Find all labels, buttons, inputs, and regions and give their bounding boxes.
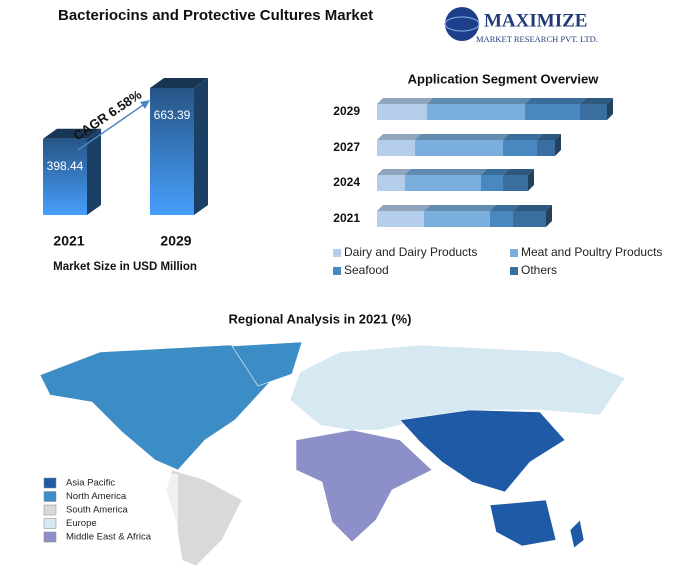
logo-orbit: [444, 16, 480, 32]
bar-segment: [481, 175, 503, 191]
bar-segment: [377, 211, 424, 227]
y-tick-label: 2029: [333, 104, 360, 118]
legend-label: Seafood: [344, 263, 389, 277]
segment-top: [424, 205, 496, 211]
legend-swatch: [333, 249, 341, 257]
segment-top: [377, 98, 433, 104]
value-label: 398.44: [47, 159, 84, 173]
legend-label: Dairy and Dairy Products: [344, 245, 477, 259]
bar: [43, 138, 87, 215]
map-region: [295, 429, 433, 543]
cagr-arrow: [77, 102, 147, 151]
legend-label: Middle East & Africa: [66, 532, 152, 543]
bar-side: [87, 128, 101, 215]
bar-segment: [427, 104, 525, 120]
legend-box: [38, 474, 178, 546]
segment-top: [377, 169, 411, 175]
bar-segment: [424, 211, 490, 227]
bar-segment: [490, 211, 513, 227]
segment-top: [481, 169, 509, 175]
legend-swatch: [43, 531, 57, 543]
segment-top: [580, 98, 613, 104]
bar-side: [194, 78, 208, 215]
y-tick-label: 2024: [333, 175, 360, 189]
segment-top: [427, 98, 531, 104]
legend-swatch: [43, 518, 57, 529]
legend-label: South America: [66, 505, 128, 516]
chart-title: Application Segment Overview: [408, 71, 600, 86]
segment-top: [377, 205, 430, 211]
chart-title: Regional Analysis in 2021 (%): [228, 311, 411, 326]
logo: MAXIMIZE MARKET RESEARCH PVT. LTD.: [444, 7, 598, 44]
bar-segment: [525, 104, 580, 120]
y-tick-label: 2021: [333, 211, 360, 225]
segment-top: [537, 134, 561, 140]
legend-label: North America: [66, 491, 127, 502]
map-region: [399, 409, 566, 493]
bar-side: [528, 169, 534, 191]
bar-side: [607, 98, 613, 120]
bar-segment: [503, 140, 537, 156]
y-tick-label: 2027: [333, 140, 360, 154]
bar-side: [546, 205, 552, 227]
logo-subtitle: MARKET RESEARCH PVT. LTD.: [476, 34, 598, 44]
bar-segment: [377, 104, 427, 120]
segment-top: [405, 169, 487, 175]
map-region: [39, 344, 291, 471]
bar-segment: [580, 104, 607, 120]
legend-label: Europe: [66, 518, 97, 529]
axis-title: Market Size in USD Million: [53, 261, 197, 273]
x-tick-label: 2029: [160, 233, 191, 249]
segment-top: [525, 98, 586, 104]
segment-top: [503, 134, 543, 140]
map-region: [231, 341, 303, 387]
bar-segment: [415, 140, 503, 156]
page-title: Bacteriocins and Protective Cultures Mar…: [58, 7, 373, 24]
bar-segment: [503, 175, 528, 191]
logo-name: MAXIMIZE: [484, 10, 587, 31]
logo-globe: [445, 7, 479, 41]
legend-label: Meat and Poultry Products: [521, 245, 662, 259]
world-map: [39, 341, 626, 567]
cagr-arrowhead: [140, 100, 150, 109]
bar-segment: [537, 140, 555, 156]
bar-segment: [513, 211, 546, 227]
legend-label: Asia Pacific: [66, 478, 115, 489]
bar-top: [43, 128, 101, 139]
annotation: CAGR 6.58%: [71, 87, 145, 144]
segment-top: [377, 134, 421, 140]
legend-swatch: [510, 249, 518, 257]
value-label: 663.39: [154, 108, 191, 122]
bar-side: [555, 134, 561, 156]
segment-top: [503, 169, 534, 175]
map-region: [569, 519, 585, 549]
segment-top: [513, 205, 552, 211]
legend-swatch: [43, 477, 57, 489]
segment-top: [415, 134, 509, 140]
legend-swatch: [333, 267, 341, 275]
x-tick-label: 2021: [53, 233, 84, 249]
map-region: [289, 344, 626, 431]
bar-segment: [377, 140, 415, 156]
legend-swatch: [43, 504, 57, 516]
bar: [150, 88, 194, 215]
bar-top: [150, 78, 208, 88]
map-region: [489, 499, 557, 547]
legend-label: Others: [521, 263, 557, 277]
legend-swatch: [43, 491, 57, 502]
bar-segment: [405, 175, 481, 191]
bar-segment: [377, 175, 405, 191]
segment-top: [490, 205, 519, 211]
legend-swatch: [510, 267, 518, 275]
